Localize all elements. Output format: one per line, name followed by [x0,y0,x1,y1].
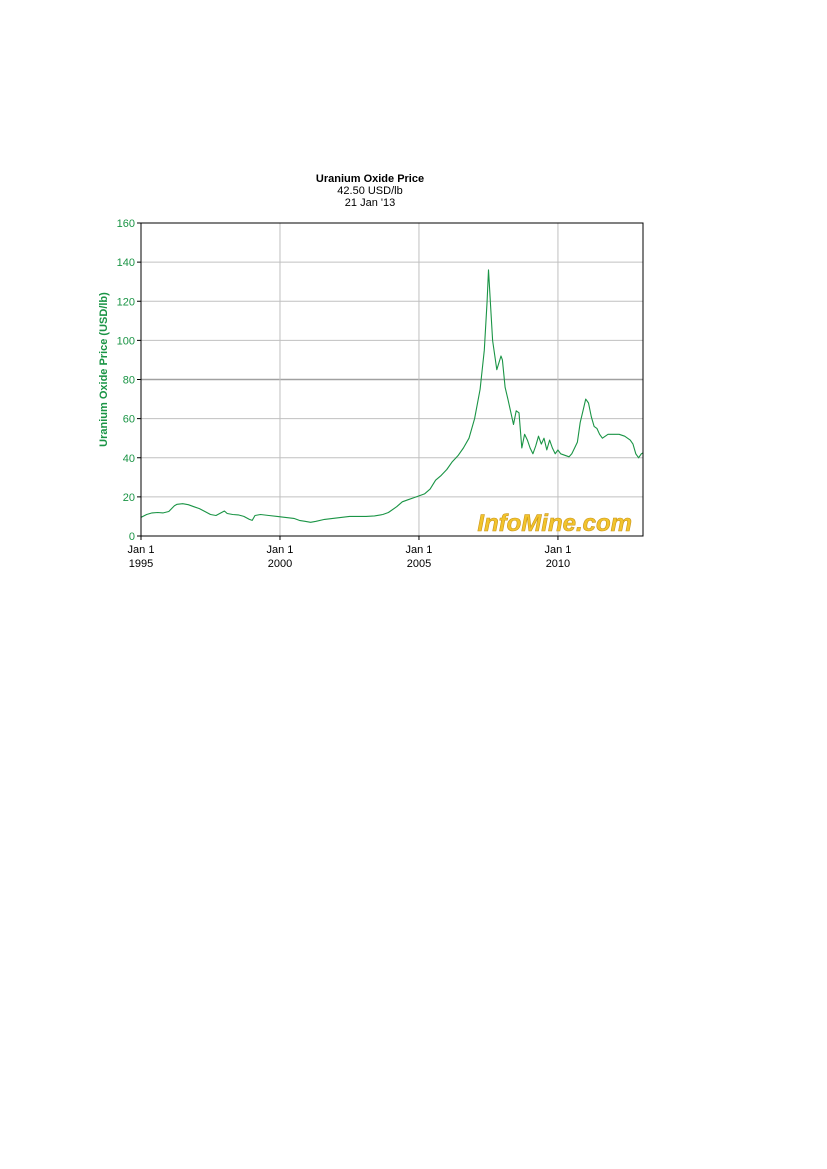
x-tick-label-top: Jan 1 [544,544,571,556]
y-tick-label: 60 [123,414,135,426]
x-tick-label-year: 1995 [129,558,153,570]
chart-date: 21 Jan '13 [345,197,395,209]
x-tick-label-year: 2000 [268,558,292,570]
x-tick-label-top: Jan 1 [128,544,155,556]
y-tick-label: 0 [129,531,135,543]
y-tick-label: 80 [123,375,135,387]
x-axis-ticks: Jan 1 1995 Jan 1 2000 Jan 1 2005 Jan 1 2010 [128,536,571,570]
grid-lines [140,222,643,537]
y-tick-label: 100 [117,335,135,347]
x-tick-label-year: 2010 [546,558,570,570]
y-tick-label: 20 [123,492,135,504]
x-tick-label-top: Jan 1 [406,544,433,556]
infomine-watermark: InfoMine.com [477,510,632,537]
y-axis-ticks: 0 20 40 60 80 100 120 140 160 [117,218,141,543]
price-line [140,269,644,523]
chart-current-price: 42.50 USD/lb [337,185,402,197]
x-tick-label-top: Jan 1 [267,544,294,556]
y-tick-label: 120 [117,296,135,308]
y-axis-label: Uranium Oxide Price (USD/lb) [98,292,110,447]
x-tick-label-year: 2005 [407,558,431,570]
y-tick-label: 140 [117,257,135,269]
y-tick-label: 160 [117,218,135,230]
y-tick-label: 40 [123,453,135,465]
chart-title: Uranium Oxide Price [316,173,424,185]
